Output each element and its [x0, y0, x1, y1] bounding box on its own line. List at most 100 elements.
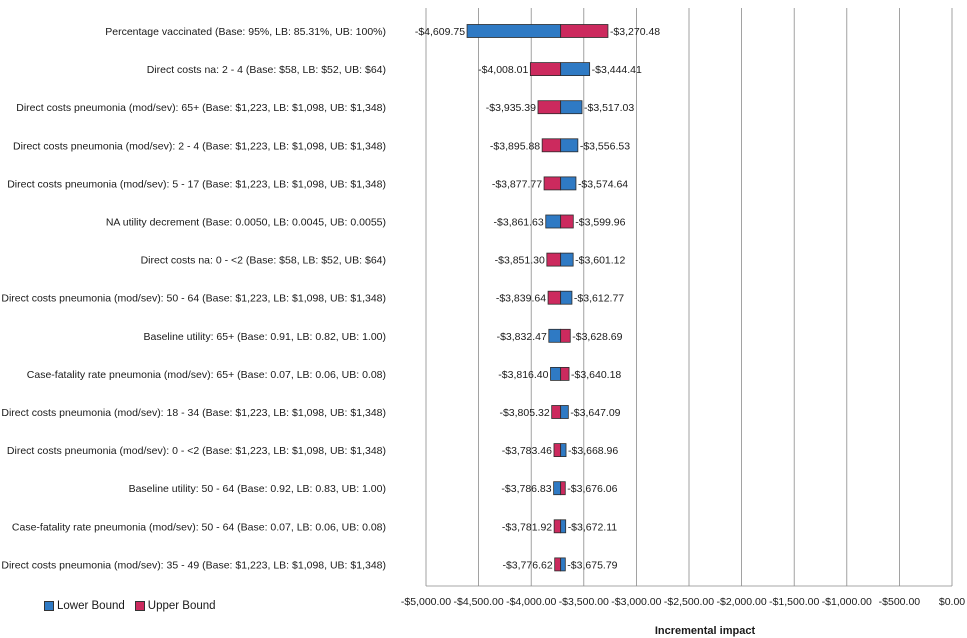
- value-label-right: -$3,599.96: [575, 217, 625, 229]
- value-label-left: -$3,935.39: [486, 102, 536, 114]
- bars: [466, 24, 609, 572]
- parameter-label: NA utility decrement (Base: 0.0050, LB: …: [106, 217, 386, 229]
- bar-right: [560, 290, 573, 305]
- value-label-left: -$3,851.30: [495, 255, 545, 267]
- value-labels: -$4,609.75 -$3,270.48 -$4,008.01 -$3,444.41…: [415, 26, 660, 571]
- parameter-label: Case-fatality rate pneumonia (mod/sev): …: [27, 369, 386, 381]
- legend-item-lower: Lower Bound: [44, 600, 125, 612]
- legend-swatch-lower: [44, 601, 54, 611]
- bar-left: [537, 100, 562, 115]
- bar-right: [560, 176, 577, 191]
- legend: Lower Bound Upper Bound: [44, 600, 216, 612]
- x-tick-label: -$1,500.00: [769, 596, 819, 608]
- value-label-left: -$3,776.62: [502, 559, 552, 571]
- value-label-left: -$3,781.92: [502, 521, 552, 533]
- parameter-labels: Percentage vaccinated (Base: 95%, LB: 85…: [1, 26, 386, 571]
- bar-left: [553, 443, 562, 458]
- x-tick-label: -$3,000.00: [611, 596, 661, 608]
- bar-right: [560, 100, 583, 115]
- value-label-left: -$3,805.32: [499, 407, 549, 419]
- value-label-right: -$3,640.18: [571, 369, 621, 381]
- value-label-right: -$3,668.96: [568, 445, 618, 457]
- legend-swatch-upper: [134, 601, 145, 611]
- value-label-right: -$3,676.06: [567, 483, 617, 495]
- x-tick-label: -$2,500.00: [664, 596, 714, 608]
- bar-left: [551, 405, 562, 419]
- x-tick-label: -$1,000.00: [822, 596, 872, 608]
- bar-left: [543, 176, 562, 191]
- value-label-right: -$3,628.69: [572, 331, 622, 343]
- value-label-right: -$3,647.09: [570, 407, 620, 419]
- value-label-right: -$3,675.79: [567, 559, 617, 571]
- parameter-label: Direct costs pneumonia (mod/sev): 65+ (B…: [16, 102, 386, 114]
- value-label-left: -$3,786.83: [501, 483, 551, 495]
- bar-right: [560, 405, 569, 419]
- value-label-right: -$3,574.64: [578, 178, 628, 190]
- parameter-label: Direct costs pneumonia (mod/sev): 2 - 4 …: [13, 140, 386, 152]
- bar-left: [466, 24, 562, 38]
- x-tick-label: -$3,500.00: [559, 596, 609, 608]
- x-axis-title: Incremental impact: [655, 625, 756, 637]
- bar-left: [546, 252, 562, 267]
- value-label-right: -$3,612.77: [574, 293, 624, 305]
- value-label-left: -$3,861.63: [494, 217, 544, 229]
- value-label-right: -$3,601.12: [575, 255, 625, 267]
- parameter-label: Direct costs na: 2 - 4 (Base: $58, LB: $…: [147, 64, 386, 76]
- value-label-right: -$3,672.11: [568, 521, 618, 533]
- bar-right: [560, 366, 570, 381]
- value-label-left: -$3,816.40: [498, 369, 548, 381]
- bar-left: [553, 519, 562, 534]
- value-label-right: -$3,270.48: [610, 26, 660, 38]
- value-label-left: -$3,877.77: [492, 178, 542, 190]
- bar-left: [545, 214, 562, 229]
- bar-left: [554, 557, 562, 572]
- bar-left: [547, 290, 562, 305]
- x-tick-label: -$500.00: [879, 596, 921, 608]
- bar-right: [560, 557, 566, 572]
- legend-label-lower: Lower Bound: [57, 600, 125, 612]
- value-label-right: -$3,556.53: [580, 140, 630, 152]
- bar-right: [560, 62, 591, 76]
- parameter-label: Baseline utility: 65+ (Base: 0.91, LB: 0…: [143, 331, 386, 343]
- parameter-label: Direct costs pneumonia (mod/sev): 18 - 3…: [1, 407, 386, 419]
- bar-left: [529, 62, 562, 76]
- bar-right: [560, 138, 579, 153]
- bar-right: [560, 328, 571, 343]
- value-label-left: -$3,839.64: [496, 293, 546, 305]
- parameter-label: Direct costs pneumonia (mod/sev): 35 - 4…: [1, 559, 386, 571]
- parameter-label: Direct costs pneumonia (mod/sev): 50 - 6…: [1, 293, 386, 305]
- value-label-left: -$3,895.88: [490, 140, 540, 152]
- legend-label-upper: Upper Bound: [147, 600, 216, 612]
- x-tick-label: -$2,000.00: [716, 596, 766, 608]
- value-label-left: -$4,609.75: [415, 26, 465, 38]
- parameter-label: Case-fatality rate pneumonia (mod/sev): …: [12, 521, 386, 533]
- value-label-left: -$3,783.46: [502, 445, 552, 457]
- grid-lines: [425, 8, 953, 587]
- value-label-right: -$3,444.41: [592, 64, 642, 76]
- bar-right: [560, 481, 566, 496]
- parameter-label: Direct costs pneumonia (mod/sev): 0 - <2…: [7, 445, 386, 457]
- x-tick-label: -$4,500.00: [453, 596, 503, 608]
- value-label-right: -$3,517.03: [584, 102, 634, 114]
- value-label-left: -$3,832.47: [497, 331, 547, 343]
- x-tick-label: $0.00: [939, 596, 965, 608]
- bar-left: [553, 481, 562, 496]
- bar-left: [548, 328, 562, 343]
- parameter-label: Direct costs pneumonia (mod/sev): 5 - 17…: [7, 178, 386, 190]
- bar-right: [560, 214, 574, 229]
- parameter-label: Direct costs na: 0 - <2 (Base: $58, LB: …: [141, 255, 386, 267]
- bar-left: [541, 138, 562, 153]
- x-tick-label: -$5,000.00: [401, 596, 451, 608]
- x-axis: -$5,000.00 -$4,500.00 -$4,000.00 -$3,500.00…: [401, 596, 965, 608]
- legend-item-upper: Upper Bound: [134, 600, 216, 612]
- parameter-label: Percentage vaccinated (Base: 95%, LB: 85…: [105, 26, 386, 38]
- bar-right: [560, 252, 574, 267]
- bar-left: [550, 366, 562, 381]
- value-label-left: -$4,008.01: [478, 64, 528, 76]
- bar-right: [560, 443, 567, 458]
- bar-right: [560, 24, 609, 38]
- x-tick-label: -$4,000.00: [506, 596, 556, 608]
- bar-right: [560, 519, 567, 534]
- parameter-label: Baseline utility: 50 - 64 (Base: 0.92, L…: [129, 483, 386, 495]
